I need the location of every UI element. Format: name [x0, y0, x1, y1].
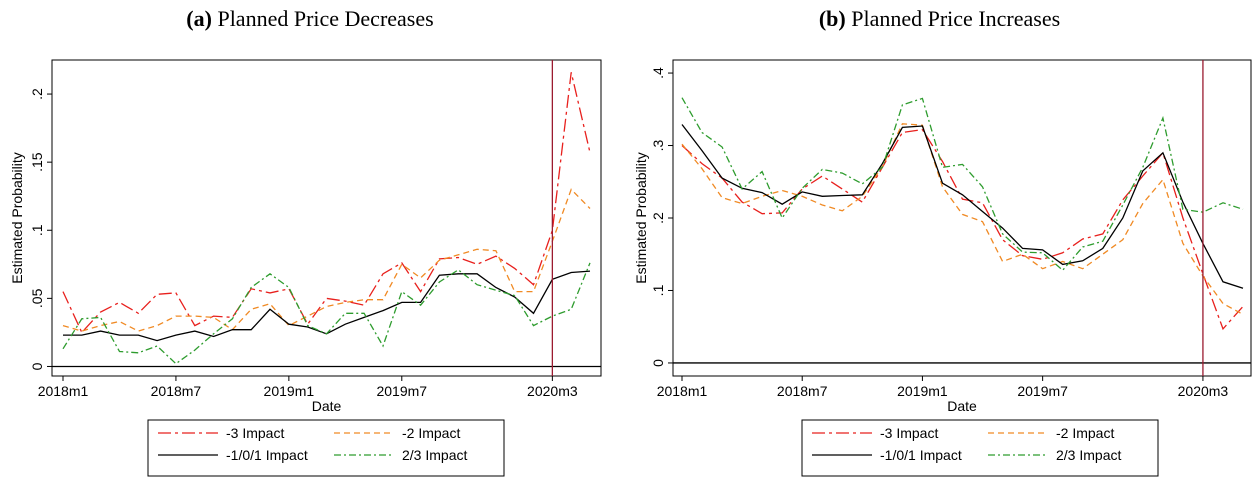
y-tick-label: 0: [29, 362, 45, 370]
panel-a-label: (a): [186, 6, 212, 31]
series-line: [681, 97, 1244, 272]
y-tick-label: .05: [29, 288, 45, 308]
y-tick-label: .15: [29, 152, 45, 172]
x-tick-label: 2020m3: [1178, 383, 1229, 399]
legend-label: -1/0/1 Impact: [880, 447, 962, 463]
series-line: [681, 128, 1244, 331]
y-axis-label: Estimated Probability: [9, 152, 25, 284]
y-axis-label: Estimated Probability: [633, 152, 649, 284]
y-tick-label: 0: [650, 359, 666, 367]
series-line: [681, 124, 1244, 289]
y-tick-label: .2: [650, 212, 666, 224]
series-line: [681, 123, 1244, 315]
panel-a-title: (a) Planned Price Decreases: [0, 6, 620, 32]
legend-label: -3 Impact: [226, 425, 284, 441]
legend: -3 Impact -2 Impact -1/0/1 Impact 2/3 Impac…: [147, 419, 505, 477]
x-tick-label: 2019m1: [897, 383, 948, 399]
plot-frame: [672, 59, 1252, 377]
y-tick-label: .1: [29, 224, 45, 236]
legend-label: -2 Impact: [1056, 425, 1114, 441]
plot-frame: [51, 59, 602, 377]
chart-price-increases: 0 .1 .2 .3 .4 Estimated Probability 2018m1 2018…: [633, 59, 1252, 477]
legend-label: -3 Impact: [880, 425, 938, 441]
x-tick-label: 2019m1: [264, 383, 315, 399]
chart-price-decreases: 0 .05 .1 .15 .2 Estimated Probability 2018m1 20…: [9, 59, 602, 477]
x-tick-label: 2018m7: [777, 383, 828, 399]
series-line: [62, 72, 591, 334]
panel-a-title-text: Planned Price Decreases: [217, 6, 434, 31]
x-tick-label: 2019m7: [1017, 383, 1068, 399]
series-line: [62, 188, 591, 332]
series-line: [62, 262, 591, 365]
x-tick-label: 2018m7: [151, 383, 202, 399]
x-tick-label: 2020m3: [527, 383, 578, 399]
panel-b-label: (b): [818, 6, 846, 31]
panel-price-decreases: (a) Planned Price Decreases 0 .05 .1 .15 .2 E…: [0, 0, 620, 478]
panel-price-increases: (b) Planned Price Increases 0 .1 .2 .3 .4 Est…: [626, 0, 1253, 478]
x-axis-label: Date: [312, 398, 342, 414]
legend-label: 2/3 Impact: [402, 447, 467, 463]
y-tick-label: .1: [650, 284, 666, 296]
legend-box: [147, 419, 505, 477]
x-axis-label: Date: [947, 398, 977, 414]
legend-label: 2/3 Impact: [1056, 447, 1121, 463]
legend-label: -2 Impact: [402, 425, 460, 441]
y-tick-label: .3: [650, 139, 666, 151]
y-tick-label: .2: [29, 88, 45, 100]
x-tick-label: 2018m1: [657, 383, 708, 399]
legend-label: -1/0/1 Impact: [226, 447, 308, 463]
panel-b-title: (b) Planned Price Increases: [626, 6, 1253, 32]
legend-box: [801, 419, 1159, 477]
x-tick-label: 2019m7: [376, 383, 427, 399]
legend: -3 Impact -2 Impact -1/0/1 Impact 2/3 Impac…: [801, 419, 1159, 477]
y-tick-label: .4: [650, 67, 666, 79]
x-tick-label: 2018m1: [38, 383, 89, 399]
panel-b-title-text: Planned Price Increases: [851, 6, 1061, 31]
